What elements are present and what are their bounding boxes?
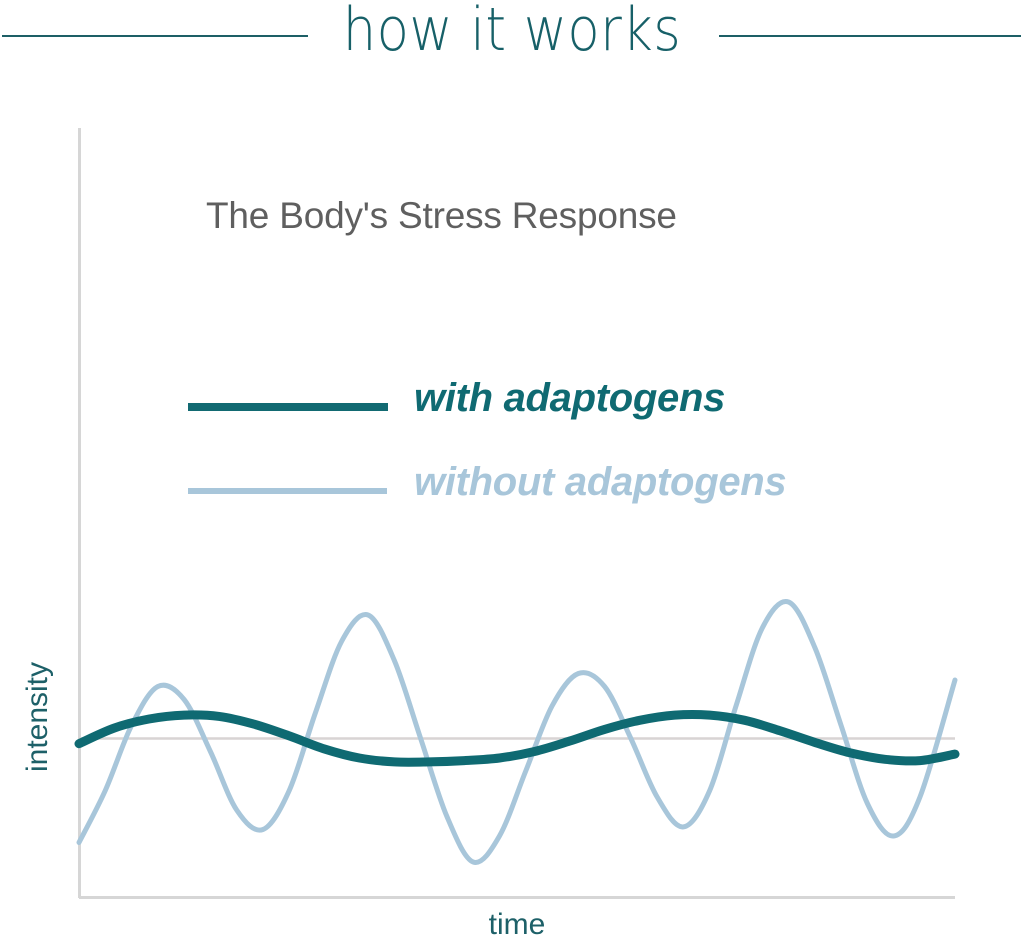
chart-title: The Body's Stress Response — [206, 195, 677, 236]
page-header: how it works — [0, 0, 1024, 74]
page-title: how it works — [342, 0, 682, 65]
legend-line-swatch-with-adaptogens — [188, 403, 388, 411]
series-line-without-adaptogens — [76, 599, 958, 865]
legend-label-without-adaptogens: without adaptogens — [414, 460, 787, 504]
header-rule-left — [2, 35, 308, 37]
x-axis-label: time — [488, 908, 546, 941]
legend-line-swatch-without-adaptogens — [188, 488, 387, 494]
series-line-with-adaptogens — [74, 709, 960, 767]
header-rule-right — [719, 35, 1021, 37]
legend-label-with-adaptogens: with adaptogens — [414, 376, 726, 420]
